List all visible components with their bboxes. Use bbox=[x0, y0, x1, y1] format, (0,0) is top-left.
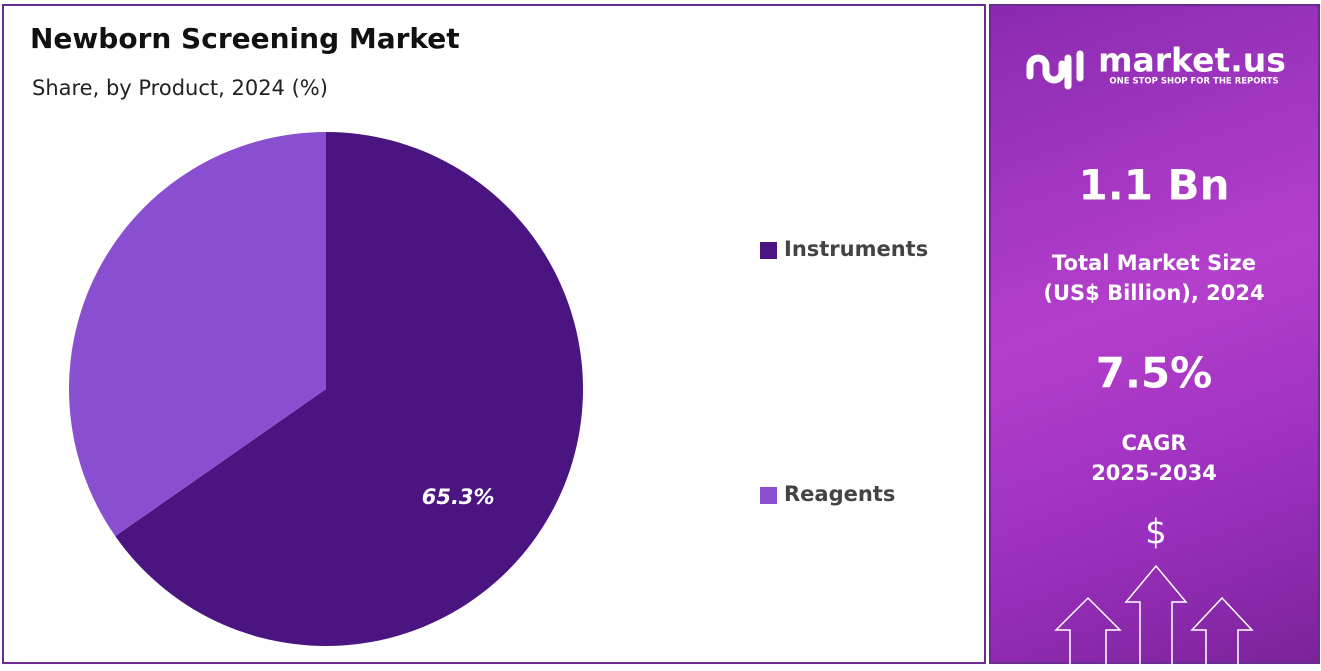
brand: market.us bbox=[1098, 41, 1286, 80]
market-size-label: Total Market Size bbox=[1052, 251, 1256, 275]
sidebar bbox=[989, 4, 1320, 664]
sidebar-content: market.us ONE STOP SHOP FOR THE REPORTS … bbox=[1026, 41, 1286, 664]
market-size: 1.1 Bn bbox=[1079, 161, 1230, 210]
currency-icon: $ bbox=[1145, 513, 1167, 553]
chart-panel bbox=[2, 4, 986, 664]
chart-subtitle: Share, by Product, 2024 (%) bbox=[32, 76, 328, 100]
tagline: ONE STOP SHOP FOR THE REPORTS bbox=[1109, 77, 1278, 87]
market-size-label: (US$ Billion), 2024 bbox=[1043, 281, 1264, 305]
data-label: 65.3% bbox=[422, 485, 495, 509]
legend-swatch bbox=[760, 242, 777, 259]
cagr-period: 2025-2034 bbox=[1091, 461, 1217, 485]
legend-label: Instruments bbox=[784, 237, 928, 261]
chart-title: Newborn Screening Market bbox=[30, 22, 460, 55]
pie-slice bbox=[69, 132, 326, 537]
cagr-label: CAGR bbox=[1121, 431, 1186, 455]
pie-slice bbox=[115, 132, 584, 646]
logo-icon bbox=[1026, 50, 1084, 90]
arrows bbox=[1054, 564, 1254, 664]
cagr: 7.5% bbox=[1096, 349, 1212, 398]
legend-label: Reagents bbox=[784, 482, 895, 506]
legend-swatch bbox=[760, 487, 777, 504]
